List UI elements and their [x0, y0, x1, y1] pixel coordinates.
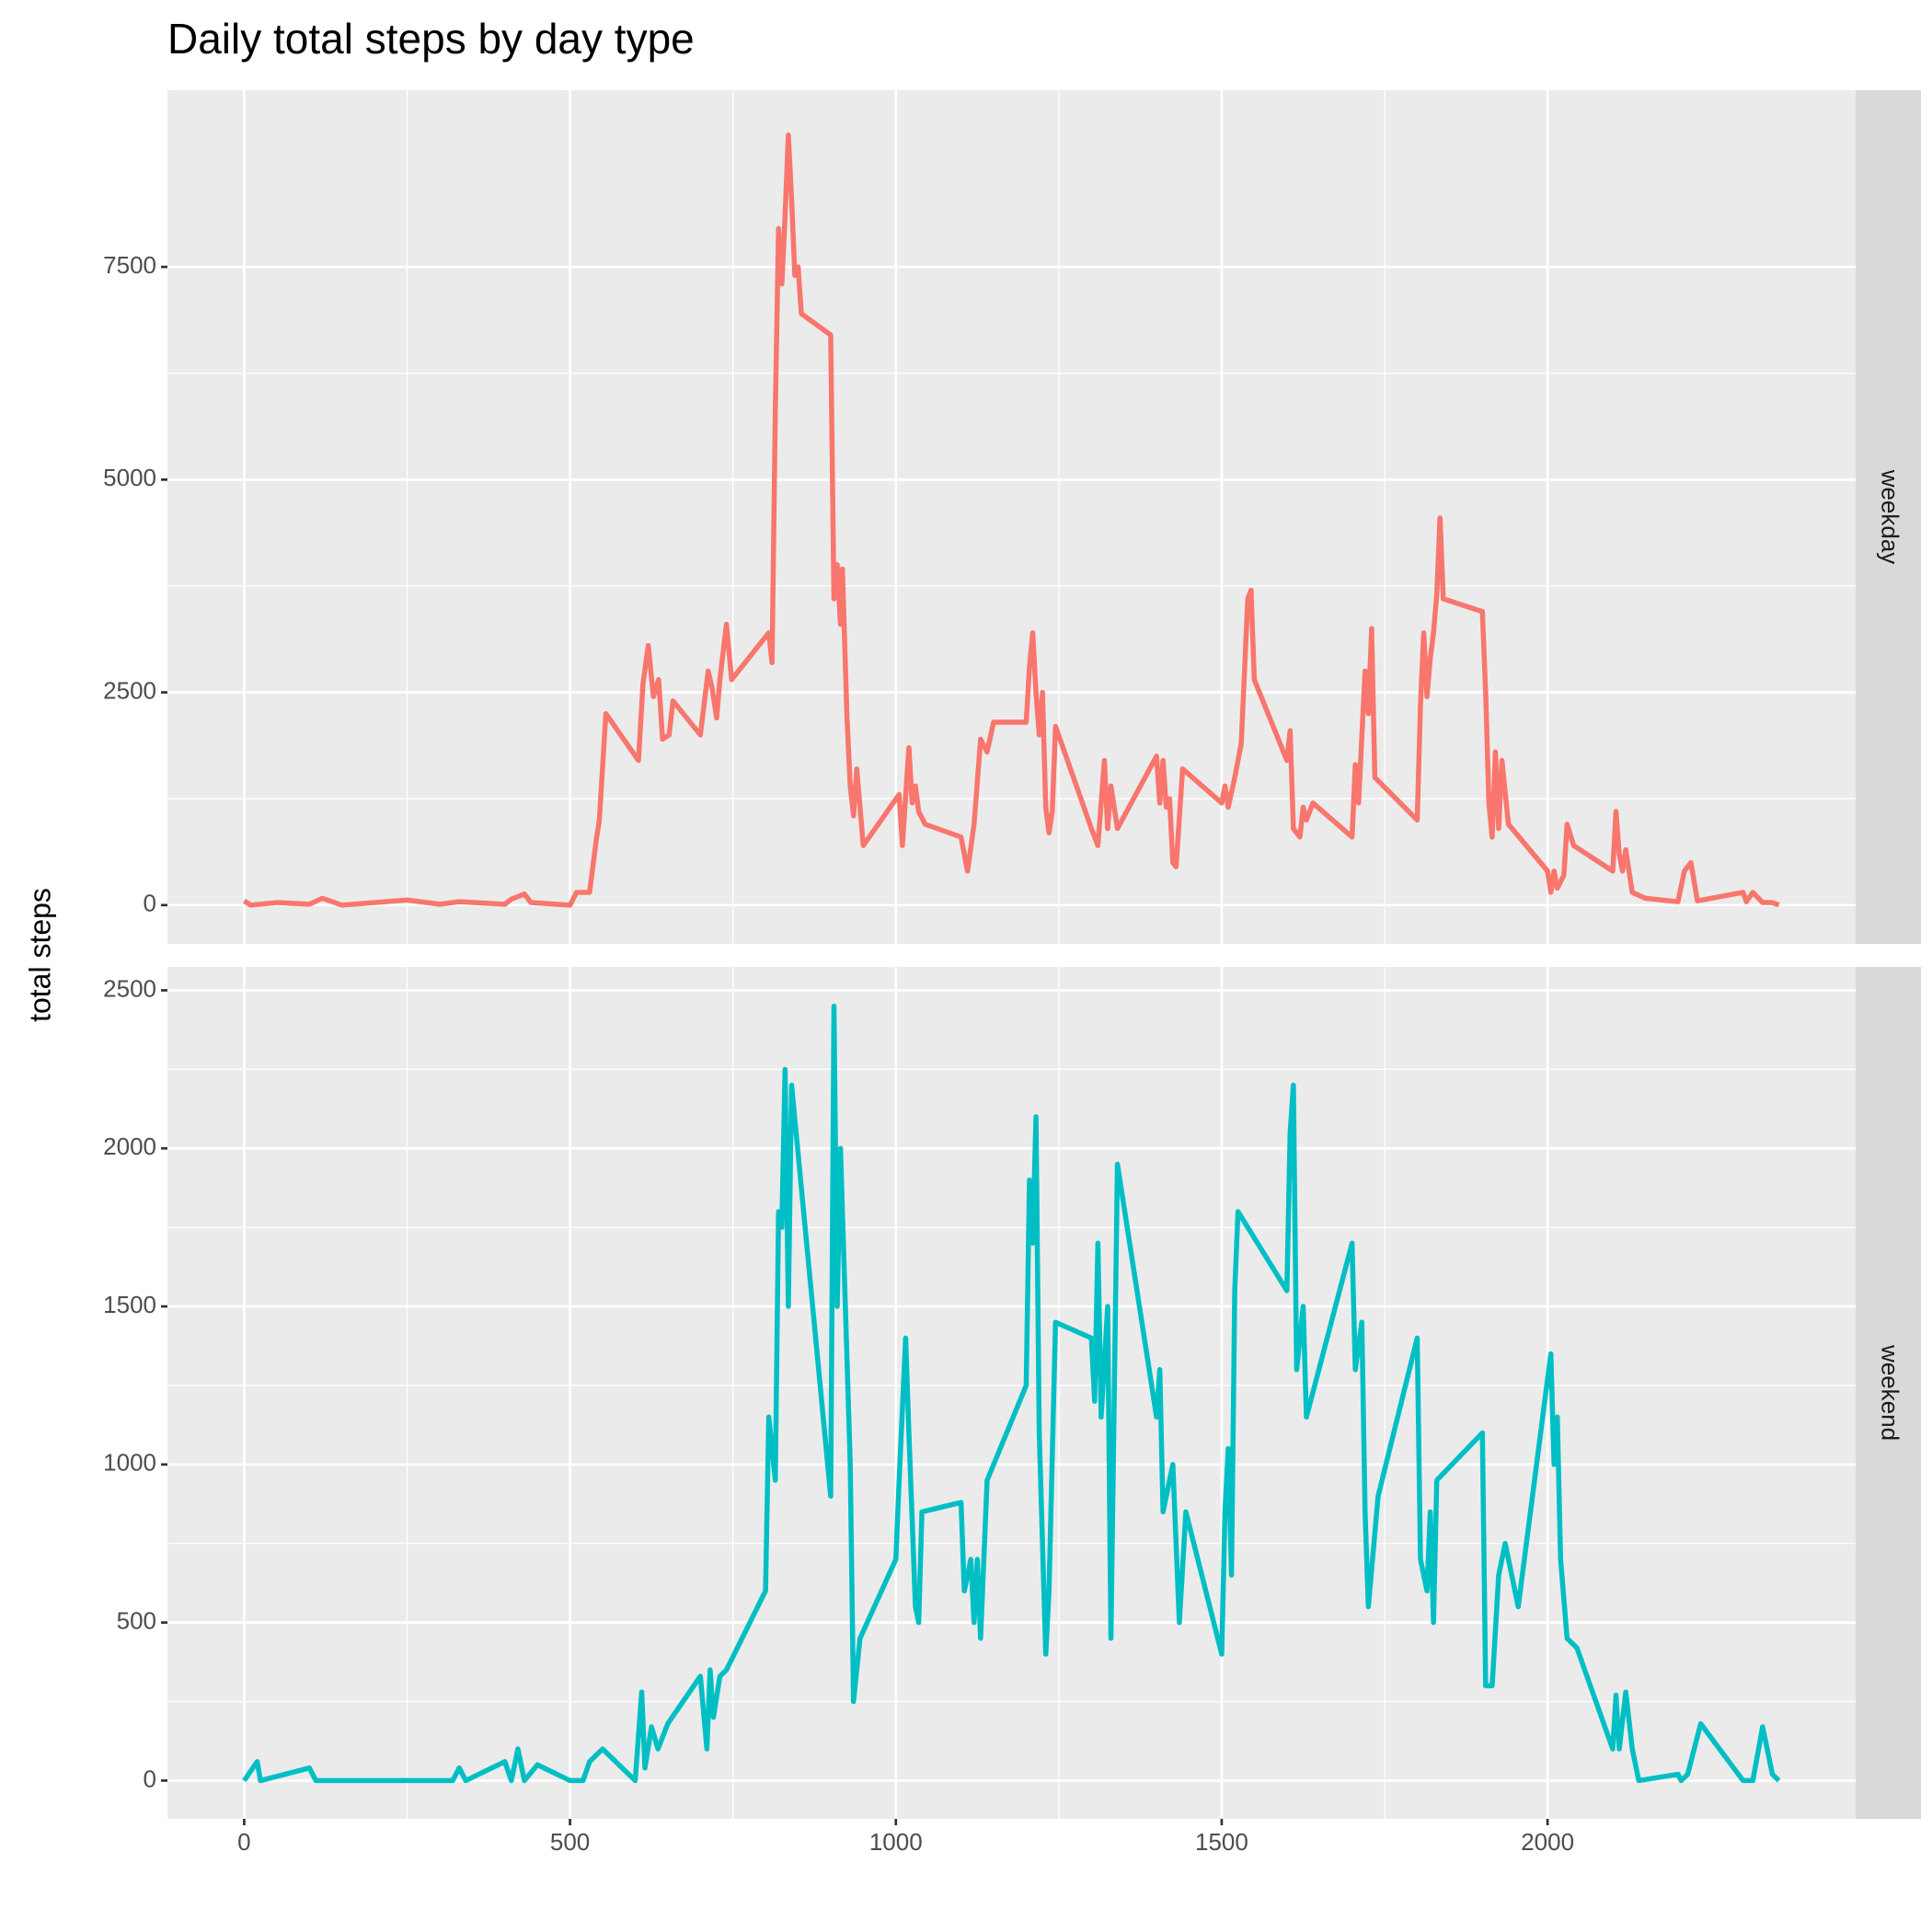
y-tick-label: 0 [144, 890, 156, 917]
y-tick-label: 0 [144, 1765, 156, 1792]
x-tick-label: 1500 [1195, 1828, 1248, 1856]
y-tick-label: 1000 [103, 1449, 156, 1477]
x-tick-label: 500 [550, 1828, 590, 1856]
y-tick-label: 2000 [103, 1133, 156, 1160]
y-axis-label: total steps [23, 888, 56, 1022]
strip-label: weekday [1877, 469, 1904, 565]
y-tick-label: 1500 [103, 1291, 156, 1318]
y-tick-label: 2500 [103, 974, 156, 1002]
y-tick-label: 500 [117, 1606, 156, 1634]
strip [1856, 90, 1921, 944]
strip [1856, 967, 1921, 1819]
panel-background [167, 967, 1856, 1819]
y-tick-label: 7500 [103, 251, 156, 279]
x-tick-label: 2000 [1521, 1828, 1574, 1856]
chart-title: Daily total steps by day type [167, 15, 695, 63]
y-tick-label: 2500 [103, 676, 156, 704]
panel-background [167, 90, 1856, 944]
strip-label: weekend [1877, 1344, 1904, 1441]
y-tick-label: 5000 [103, 464, 156, 491]
line [242, 1003, 1781, 1784]
x-tick-label: 0 [237, 1828, 250, 1856]
x-tick-label: 1000 [869, 1828, 923, 1856]
line [242, 132, 1780, 908]
